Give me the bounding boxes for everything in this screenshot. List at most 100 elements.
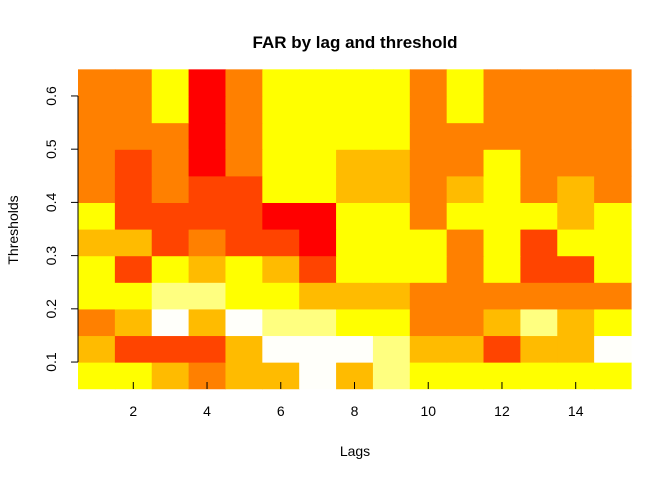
heatmap-cell [594,149,632,177]
heatmap-cell [188,202,227,230]
heatmap-cell [225,362,263,390]
heatmap-cell [78,95,116,124]
heatmap-cell [188,69,227,97]
heatmap-cell [78,202,116,230]
heatmap-cell [114,282,153,310]
heatmap-cell [151,69,190,97]
heatmap-cell [336,255,374,283]
heatmap-cell [557,308,595,337]
x-tick-label: 2 [129,403,137,419]
heatmap-cell [336,202,374,230]
x-axis: 2 4 6 8 10 12 14 [129,382,584,419]
heatmap-cell [372,229,411,257]
heatmap-cell [409,308,448,337]
x-tick-label: 4 [203,403,211,419]
heatmap-cell [409,202,448,230]
x-tick-label: 12 [494,403,510,419]
heatmap-cell [225,95,263,124]
heatmap-cells [78,69,632,390]
heatmap-cell [262,69,300,97]
heatmap-cell [299,69,337,97]
heatmap-cell [262,229,300,257]
y-tick-label: 0.6 [43,86,59,106]
heatmap-cell [114,149,153,177]
heatmap-cell [594,69,632,97]
heatmap-cell [151,229,190,257]
heatmap-cell [299,255,337,283]
heatmap-cell [483,202,521,230]
heatmap-cell [188,229,227,257]
heatmap-cell [262,308,300,337]
heatmap-cell [114,175,153,203]
heatmap-cell [262,122,300,150]
heatmap-cell [557,255,595,283]
heatmap-cell [446,308,485,337]
heatmap-cell [483,149,521,177]
heatmap-cell [594,335,632,363]
heatmap-cell [372,202,411,230]
heatmap-cell [594,95,632,124]
heatmap-cell [78,362,116,390]
heatmap-cell [409,282,448,310]
heatmap-cell [78,69,116,97]
heatmap-cell [299,95,337,124]
heatmap-cell [557,175,595,203]
y-tick-label: 0.5 [43,139,59,159]
heatmap-cell [557,335,595,363]
heatmap-cell [483,308,521,337]
heatmap-cell [336,122,374,150]
heatmap-cell [78,175,116,203]
heatmap-cell [151,95,190,124]
heatmap-cell [151,282,190,310]
heatmap-cell [299,229,337,257]
heatmap-cell [409,149,448,177]
y-tick-label: 0.2 [43,299,59,319]
heatmap-cell [557,122,595,150]
heatmap-cell [594,255,632,283]
heatmap-cell [409,122,448,150]
heatmap-cell [409,335,448,363]
heatmap-cell [151,175,190,203]
heatmap-cell [483,255,521,283]
heatmap-cell [262,255,300,283]
heatmap-cell [372,69,411,97]
y-tick-label: 0.1 [43,352,59,372]
heatmap-cell [594,308,632,337]
heatmap-cell [520,229,558,257]
heatmap-cell [188,282,227,310]
heatmap-cell [114,202,153,230]
heatmap-cell [151,362,190,390]
heatmap-cell [188,335,227,363]
heatmap-cell [336,149,374,177]
heatmap-cell [446,175,485,203]
heatmap-cell [557,202,595,230]
heatmap-cell [151,308,190,337]
heatmap-cell [483,95,521,124]
heatmap-cell [188,149,227,177]
heatmap-cell [372,335,411,363]
heatmap-cell [114,122,153,150]
x-tick-label: 10 [420,403,436,419]
heatmap-cell [372,122,411,150]
heatmap-cell [225,282,263,310]
heatmap-cell [446,122,485,150]
y-axis: 0.1 0.2 0.3 0.4 0.5 0.6 [43,86,79,372]
heatmap-cell [520,149,558,177]
heatmap-cell [262,95,300,124]
heatmap-cell [188,308,227,337]
heatmap-cell [483,122,521,150]
heatmap-cell [114,255,153,283]
x-tick-label: 14 [568,403,584,419]
heatmap-cell [446,335,485,363]
heatmap-cell [409,69,448,97]
chart-title: FAR by lag and threshold [253,33,458,52]
heatmap-cell [299,282,337,310]
heatmap-cell [262,202,300,230]
heatmap-cell [483,282,521,310]
heatmap-cell [336,335,374,363]
heatmap-cell [446,282,485,310]
heatmap-cell [78,308,116,337]
heatmap-cell [78,149,116,177]
heatmap-cell [372,282,411,310]
